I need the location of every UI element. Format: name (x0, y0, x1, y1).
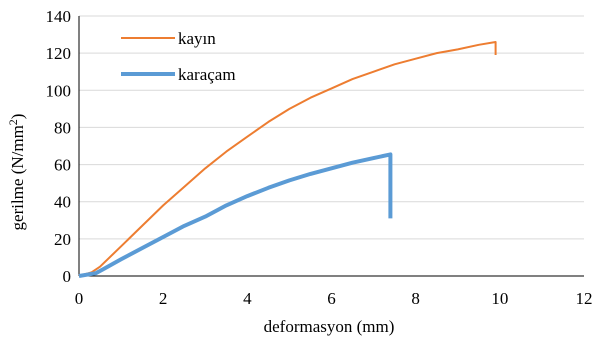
x-tick-label: 2 (159, 289, 168, 308)
x-tick-label: 0 (75, 289, 84, 308)
x-tick-label: 6 (327, 289, 336, 308)
axes (78, 16, 584, 277)
y-axis-title-sup: 2 (6, 119, 20, 125)
y-axis-title-main: gerilme (N/mm (8, 125, 27, 230)
legend-label-2: karaçam (178, 65, 236, 84)
y-axis-title: gerilme (N/mm2) (6, 114, 27, 231)
x-tick-label: 8 (411, 289, 420, 308)
y-tick-label: 40 (54, 193, 71, 212)
x-tick-label: 10 (491, 289, 508, 308)
y-tick-label: 80 (54, 118, 71, 137)
legend-label-1: kayın (178, 29, 216, 48)
y-tick-label: 140 (46, 7, 72, 26)
y-tick-label: 60 (54, 156, 71, 175)
tick-labels: 0 20 40 60 80 100 120 140 0 2 4 6 8 10 12 (46, 7, 593, 308)
legend: kayın karaçam (121, 29, 236, 84)
y-tick-label: 20 (54, 230, 71, 249)
y-tick-label: 100 (46, 81, 72, 100)
grid-lines (79, 15, 584, 240)
x-tick-label: 4 (243, 289, 252, 308)
y-axis-title-close: ) (8, 114, 27, 120)
y-tick-label: 0 (63, 267, 72, 286)
series-line-2 (78, 152, 393, 278)
x-tick-label: 12 (576, 289, 593, 308)
y-tick-label: 120 (46, 44, 72, 63)
series-line-1 (78, 41, 497, 277)
x-axis-title: deformasyon (mm) (264, 317, 395, 336)
series-lines (78, 41, 497, 278)
